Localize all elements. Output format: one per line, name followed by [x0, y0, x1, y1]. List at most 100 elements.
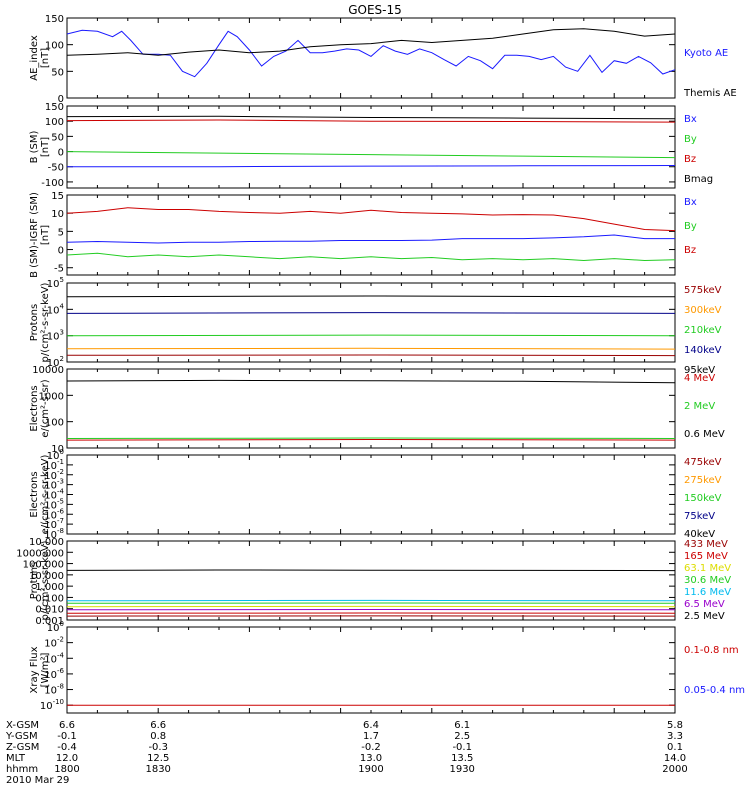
- series-line-bz: [66, 207, 676, 232]
- legend-bz: Bz: [684, 154, 696, 165]
- footer-value: 1830: [145, 764, 170, 775]
- y-tick-label: 105: [47, 276, 64, 290]
- y-tick-label: 0.100: [35, 593, 64, 604]
- y-axis-label: Protonsp/(cm²-s-sr-keV): [29, 282, 51, 362]
- y-tick-label: -100: [41, 178, 64, 189]
- y-tick-label: 150: [45, 14, 64, 25]
- series-line-bmag: [66, 115, 676, 120]
- legend-bx: Bx: [684, 114, 697, 125]
- legend-75kev: 75keV: [684, 511, 715, 522]
- footer-label: hhmm: [6, 764, 38, 775]
- y-tick-label: 10: [51, 444, 64, 455]
- footer-value: 6.6: [59, 720, 75, 731]
- series-line-themis-ae: [66, 28, 676, 56]
- footer-value: 13.5: [451, 753, 473, 764]
- series-line-by: [66, 151, 676, 159]
- footer-value: -0.4: [57, 742, 77, 753]
- y-tick-label: 10000: [32, 365, 64, 376]
- footer-value: 1800: [54, 764, 79, 775]
- panel-5: 10 100 1000 10000 Electronse/(cm²-s-sr) 4 MeV…: [29, 365, 725, 455]
- y-tick-label: 150: [45, 102, 64, 113]
- legend-165-mev: 165 MeV: [684, 551, 728, 562]
- panel-frame: [66, 282, 676, 363]
- footer-ephemeris: X-GSM 6.6 6.6 6.4 6.1 5.8 Y-GSM -0.1 0.8 1.7 2.5 3.…: [5, 720, 688, 786]
- footer-value: 2.5: [454, 731, 470, 742]
- y-tick-label: 50: [51, 67, 64, 78]
- chart-title: GOES-15: [348, 3, 402, 17]
- series-line-0-6-mev: [66, 379, 676, 384]
- y-tick-label: 100: [47, 448, 64, 462]
- panel-frame: [66, 626, 676, 714]
- footer-value: 12.5: [147, 753, 169, 764]
- series-line-2-5-mev: [66, 569, 676, 572]
- legend-275kev: 275keV: [684, 475, 722, 486]
- y-tick-label: 0.010: [35, 605, 64, 616]
- y-tick-label: 0.001: [35, 616, 64, 627]
- legend-11-6-mev: 11.6 MeV: [684, 587, 731, 598]
- footer-value: 13.0: [360, 753, 382, 764]
- panel-1: 0 50 100 150 AE_index[nT] Kyoto AE Themis AE: [29, 14, 737, 105]
- series-line-bx: [67, 165, 676, 168]
- series-line-by: [66, 252, 676, 262]
- y-tick-label: 10: [51, 209, 64, 220]
- footer-value: -0.1: [452, 742, 472, 753]
- y-tick-label: 10-2: [44, 468, 64, 482]
- legend-140kev: 140keV: [684, 345, 722, 356]
- footer-value: -0.1: [57, 731, 77, 742]
- y-tick-label: 100: [45, 41, 64, 52]
- panel-3: -5 0 5 10 15B (SM)-IGRF (SM)[nT] Bx By Bz: [29, 191, 697, 278]
- y-tick-label: 10-5: [44, 497, 64, 511]
- series-line-300kev: [66, 347, 676, 350]
- footer-label: MLT: [6, 753, 26, 764]
- legend-95kev: 95keV: [684, 365, 715, 376]
- footer-value: 12.0: [56, 753, 78, 764]
- footer-value: -0.3: [148, 742, 168, 753]
- y-tick-label: 15: [51, 191, 64, 202]
- series-line-140kev: [66, 312, 676, 314]
- legend-bx: Bx: [684, 197, 697, 208]
- panel-frame: [66, 194, 676, 276]
- legend-4-mev: 4 MeV: [684, 373, 715, 384]
- legend-6-5-mev: 6.5 MeV: [684, 599, 725, 610]
- y-tick-label: 1000.000: [16, 548, 64, 559]
- legend-30-6-mev: 30.6 MeV: [684, 575, 731, 586]
- y-tick-label: 1.000: [35, 582, 64, 593]
- footer-value: -0.2: [361, 742, 381, 753]
- y-axis-label: Xray Flux[W/m²]: [29, 646, 51, 693]
- panel-frame: [66, 540, 676, 621]
- y-tick-label: 100: [45, 418, 64, 429]
- y-tick-label: 10-6: [44, 667, 64, 681]
- y-tick-label: 103: [47, 329, 64, 343]
- legend-300kev: 300keV: [684, 305, 722, 316]
- legend-2-5-mev: 2.5 MeV: [684, 611, 725, 622]
- series-line-bx: [66, 234, 675, 244]
- legend-575kev: 575keV: [684, 285, 722, 296]
- y-axis-label: B (SM)[nT]: [29, 130, 51, 163]
- y-tick-label: 10.000: [29, 537, 64, 548]
- y-tick-label: 10-8: [44, 683, 64, 697]
- y-tick-label: 50: [51, 132, 64, 143]
- legend-0-6-mev: 0.6 MeV: [684, 429, 725, 440]
- legend-0-1-0-8-nm: 0.1-0.8 nm: [684, 645, 739, 656]
- y-axis-label: Electronse/(cm²-s-sr-keV): [29, 455, 51, 535]
- panel-frame: [66, 454, 676, 535]
- y-tick-label: -50: [48, 163, 64, 174]
- series-line-bz: [66, 119, 676, 123]
- panel-7: 0.0010.0100.1001.00010.000100.0001000.00…: [16, 537, 731, 627]
- footer-label: Y-GSM: [5, 731, 38, 742]
- legend-by: By: [684, 221, 697, 232]
- y-tick-label: 10-3: [44, 478, 64, 492]
- footer-value: 6.4: [363, 720, 379, 731]
- y-tick-label: 104: [47, 302, 65, 316]
- panel-6: 10-810-710-610-510-410-310-210-1100Elect…: [29, 448, 722, 541]
- footer-value: 1930: [449, 764, 474, 775]
- y-tick-label: 10-2: [44, 636, 64, 650]
- y-axis-label: B (SM)-IGRF (SM)[nT]: [29, 192, 51, 278]
- y-tick-label: 100: [45, 117, 64, 128]
- legend-210kev: 210keV: [684, 325, 722, 336]
- y-axis-label: Electronse/(cm²-s-sr): [29, 379, 51, 437]
- legend-150kev: 150keV: [684, 493, 722, 504]
- y-tick-label: 10-7: [44, 517, 64, 531]
